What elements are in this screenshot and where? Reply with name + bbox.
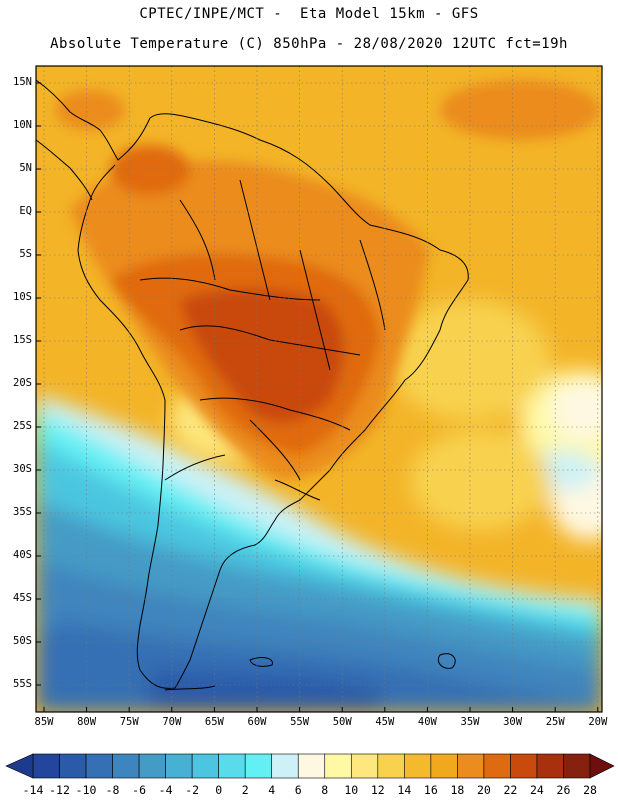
colorbar-label: 20 <box>476 783 491 797</box>
colorbar-swatch <box>112 753 140 779</box>
latitude-label: 55S <box>13 678 32 690</box>
colorbar-label: -2 <box>185 783 200 797</box>
coastlines <box>36 79 469 691</box>
colorbar-label: 16 <box>423 783 438 797</box>
colorbar-label: 28 <box>583 783 597 797</box>
latitude-label: 45S <box>13 592 32 604</box>
colorbar-label: -12 <box>49 783 70 797</box>
colorbar-label: 10 <box>344 783 359 797</box>
colorbar-label: 0 <box>215 783 223 797</box>
colorbar-swatch <box>138 753 166 779</box>
colorbar-swatch <box>32 753 60 779</box>
colorbar-swatch <box>404 753 432 779</box>
colorbar-label: -14 <box>22 783 44 797</box>
colorbar-label: 12 <box>370 783 385 797</box>
longitude-label: 75W <box>119 716 139 728</box>
colorbar-label: -10 <box>75 783 97 797</box>
colorbar-swatch <box>218 753 246 779</box>
longitude-label: 55W <box>290 716 310 728</box>
longitude-label: 80W <box>77 716 97 728</box>
colorbar-label: 24 <box>530 783 544 797</box>
colorbar-label: 4 <box>268 783 276 797</box>
colorbar-swatch <box>510 753 538 779</box>
latitude-label: 5S <box>19 248 32 260</box>
longitude-label: 25W <box>545 716 565 728</box>
latitude-label: 5N <box>19 162 32 174</box>
map-title: CPTEC/INPE/MCT - Eta Model 15km - GFS <box>139 6 479 22</box>
colorbar-swatch <box>377 753 405 779</box>
longitude-label: 35W <box>460 716 480 728</box>
latitude-label: EQ <box>19 205 32 217</box>
map-subtitle: Absolute Temperature (C) 850hPa - 28/08/… <box>50 36 568 52</box>
colorbar-swatch <box>165 753 193 779</box>
colorbar <box>5 753 615 779</box>
colorbar-swatch <box>271 753 299 779</box>
longitude-label: 30W <box>503 716 523 728</box>
latitude-label: 50S <box>13 635 32 647</box>
temperature-field <box>36 66 602 712</box>
colorbar-swatch <box>59 753 87 779</box>
colorbar-swatch <box>430 753 458 779</box>
colorbar-label: -8 <box>105 783 120 797</box>
longitude-label: 40W <box>417 716 437 728</box>
colorbar-label: -4 <box>158 783 173 797</box>
latitude-label: 25S <box>13 420 32 432</box>
latitude-label: 15S <box>13 334 32 346</box>
axis-ticks <box>36 82 599 712</box>
longitude-label: 60W <box>247 716 267 728</box>
latitude-label: 40S <box>13 549 32 561</box>
longitude-label: 70W <box>162 716 182 728</box>
colorbar-swatch <box>244 753 273 779</box>
colorbar-under-arrow <box>5 753 34 779</box>
longitude-label: 50W <box>332 716 352 728</box>
latitude-label: 10N <box>13 119 32 131</box>
map-frame <box>35 65 603 713</box>
colorbar-swatch <box>324 753 352 779</box>
colorbar-swatch <box>457 753 485 779</box>
colorbar-over-arrow <box>589 753 615 779</box>
latitude-label: 15N <box>13 76 32 88</box>
longitude-label: 65W <box>204 716 224 728</box>
colorbar-swatch <box>85 753 113 779</box>
colorbar-label: 14 <box>397 783 412 797</box>
latitude-label: 20S <box>13 377 32 389</box>
colorbar-label: 26 <box>556 783 571 797</box>
longitude-label: 45W <box>375 716 395 728</box>
colorbar-swatch <box>483 753 511 779</box>
colorbar-label: 2 <box>241 783 249 797</box>
colorbar-label: 22 <box>503 783 518 797</box>
colorbar-swatch <box>350 753 379 779</box>
colorbar-swatch <box>536 753 564 779</box>
colorbar-label: 18 <box>450 783 465 797</box>
colorbar-label: 8 <box>321 783 329 797</box>
colorbar-swatch <box>563 753 591 779</box>
colorbar-swatch <box>297 753 326 779</box>
longitude-label: 20W <box>588 716 608 728</box>
colorbar-label: -6 <box>132 783 147 797</box>
colorbar-swatch <box>191 753 219 779</box>
latitude-label: 30S <box>13 463 32 475</box>
longitude-label: 85W <box>34 716 54 728</box>
latitude-label: 35S <box>13 506 32 518</box>
colorbar-label: 6 <box>294 783 302 797</box>
latitude-label: 10S <box>13 291 32 303</box>
